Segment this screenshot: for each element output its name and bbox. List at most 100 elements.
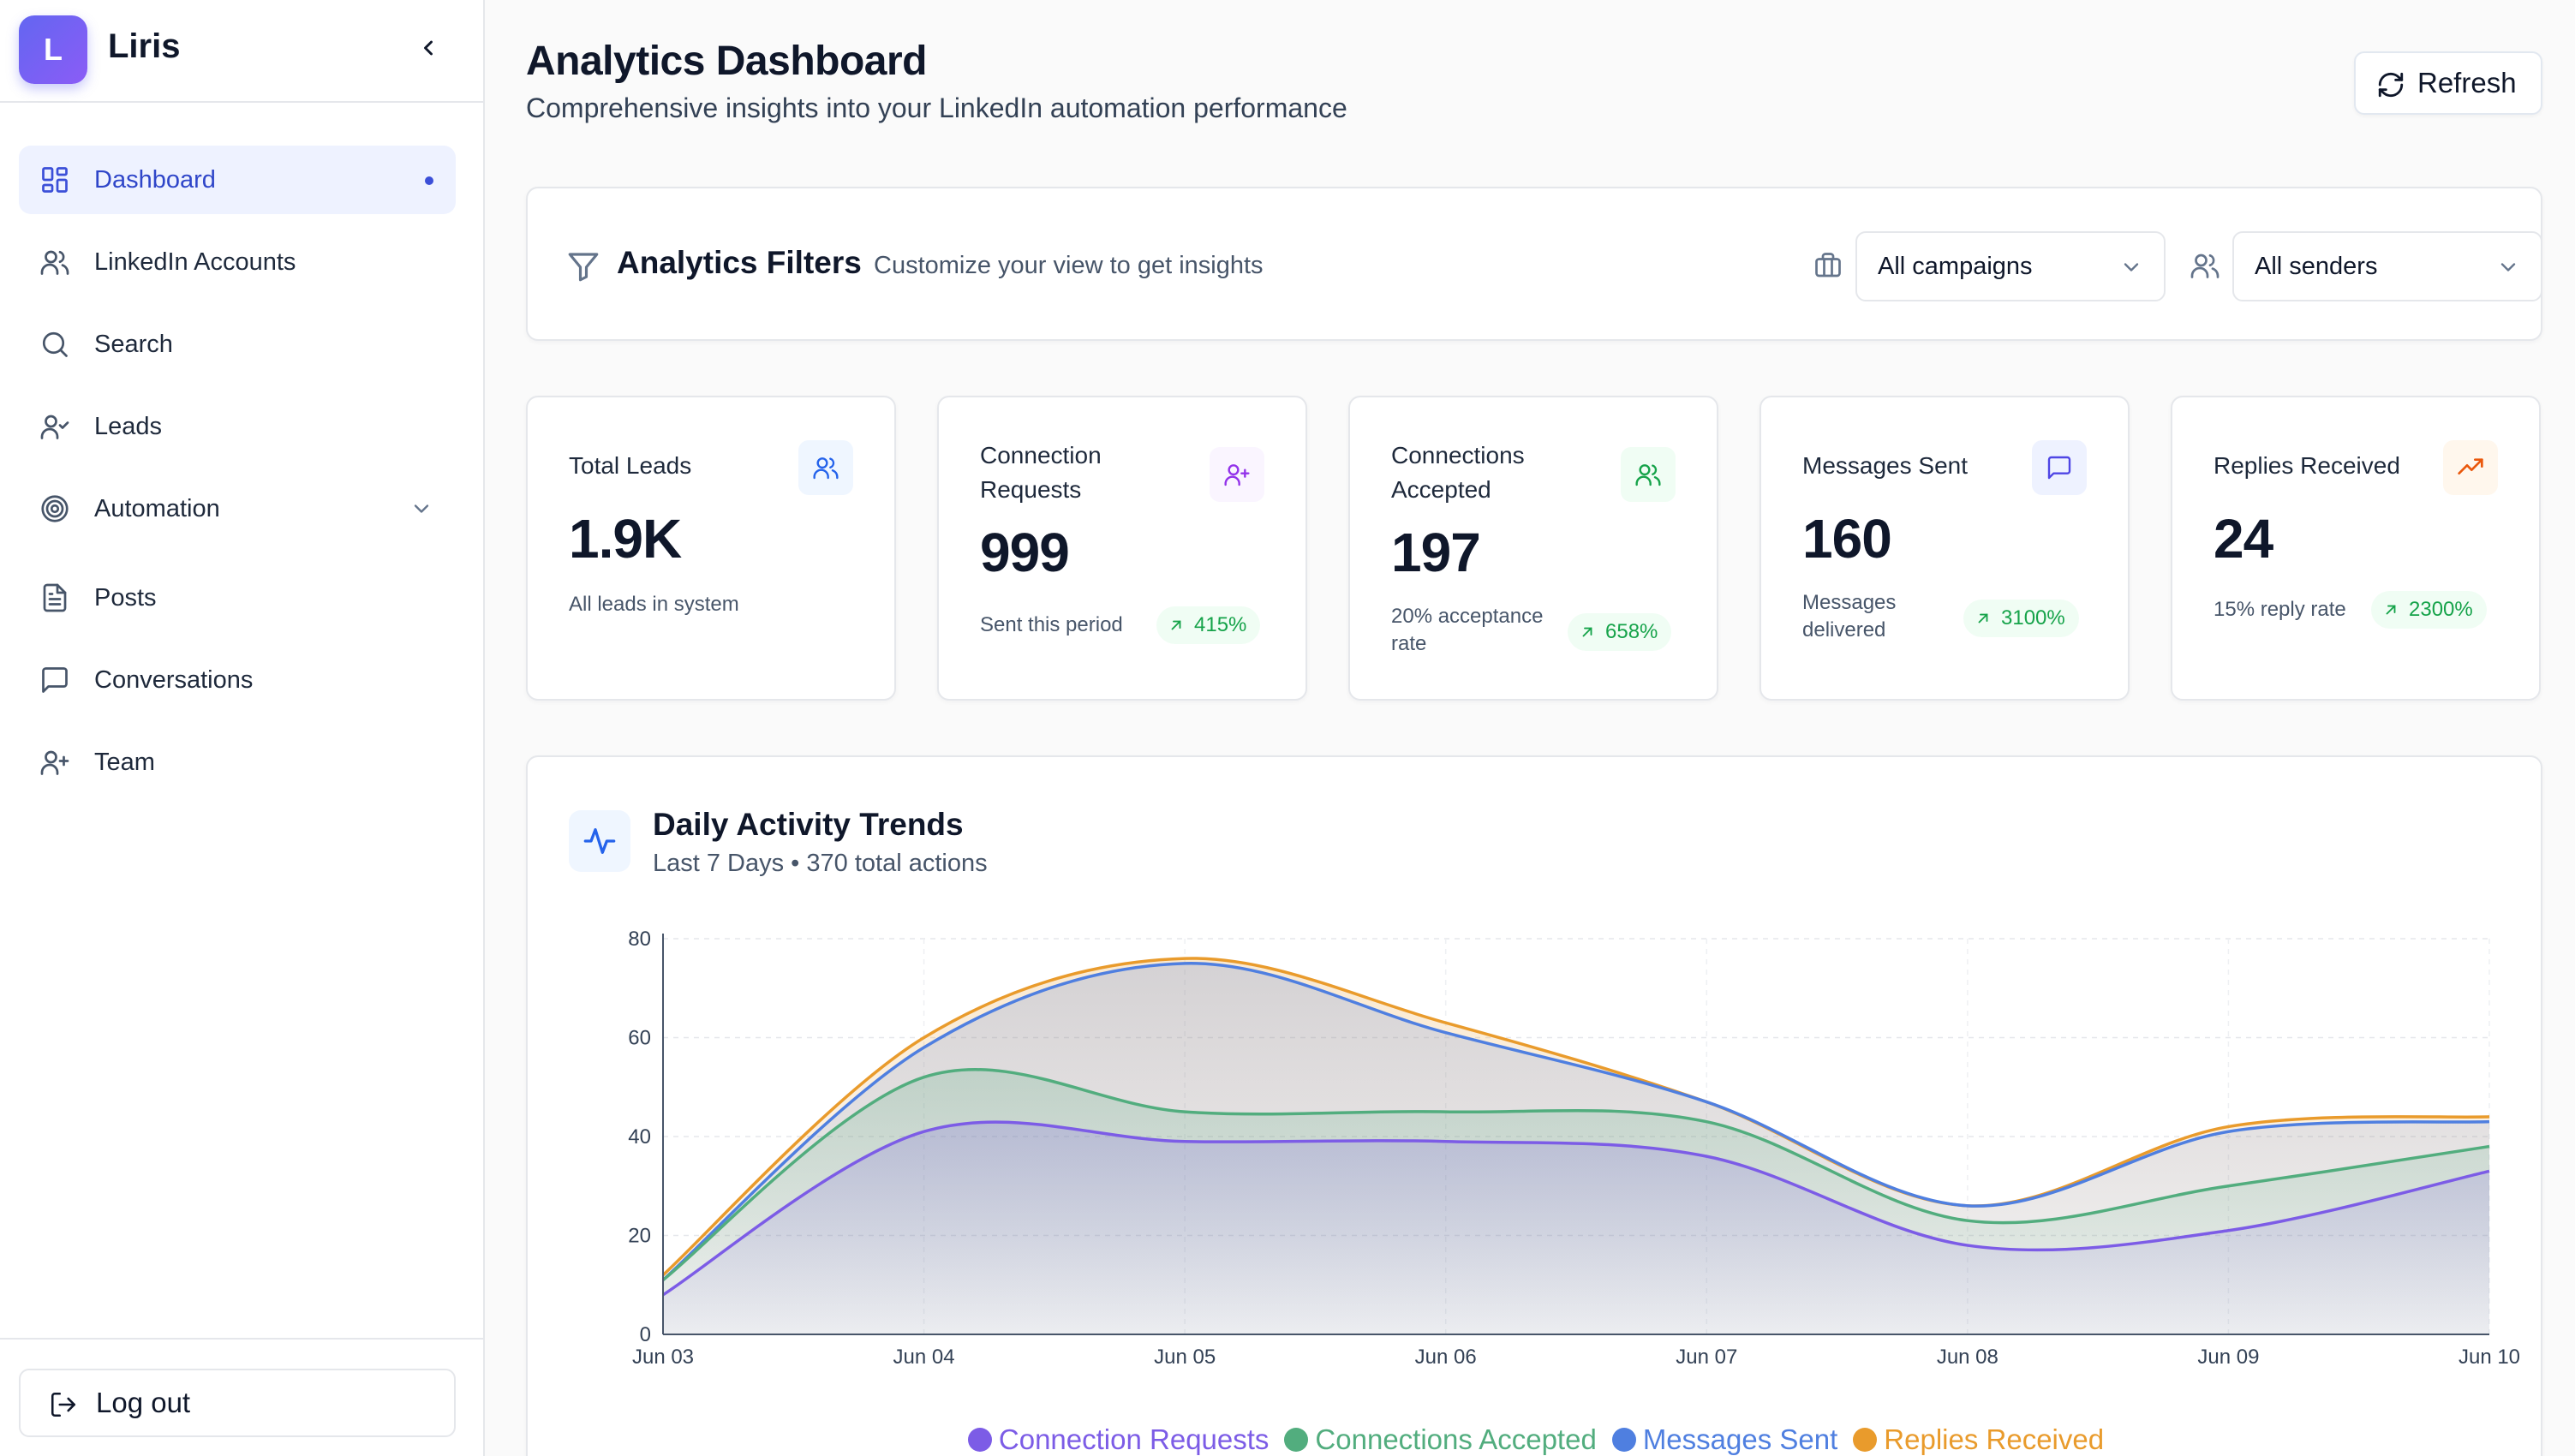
x-tick-label: Jun 03 — [632, 1346, 694, 1369]
x-tick-label: Jun 09 — [2197, 1346, 2259, 1369]
campaign-select-value: All campaigns — [1878, 253, 2033, 280]
growth-value: 3100% — [2001, 606, 2065, 630]
stat-label: Messages Sent — [1802, 452, 1968, 479]
stat-value: 24 — [2214, 508, 2273, 570]
legend-label: Messages Sent — [1642, 1423, 1838, 1455]
active-indicator — [425, 176, 433, 185]
legend-swatch — [967, 1428, 992, 1452]
stat-card-connection-requests: Connection Requests 999 Sent this period… — [937, 396, 1307, 701]
sidebar-item-automation[interactable]: Automation — [19, 474, 456, 543]
sidebar-item-label: Automation — [94, 495, 220, 522]
chevron-left-icon — [424, 40, 433, 56]
brand-header: L Liris — [0, 0, 483, 103]
log-out-icon — [46, 1387, 81, 1422]
stat-label: Replies Received — [2214, 452, 2400, 479]
refresh-button[interactable]: Refresh — [2354, 51, 2542, 115]
arrow-up-right-icon — [1582, 627, 1592, 637]
brand-logo[interactable]: L — [19, 15, 87, 84]
growth-badge: 415% — [1156, 606, 1261, 644]
target-icon — [38, 492, 72, 526]
sidebar-item-label: Dashboard — [94, 166, 216, 194]
growth-value: 415% — [1194, 613, 1247, 636]
sidebar-item-team[interactable]: Team — [19, 728, 456, 797]
activity-icon — [569, 810, 630, 872]
growth-badge: 3100% — [1963, 600, 2079, 637]
x-tick-label: Jun 08 — [1937, 1346, 1998, 1369]
legend-swatch — [1611, 1428, 1636, 1452]
series-area-connection-requests — [663, 1122, 2489, 1334]
stat-note: All leads in system — [569, 593, 739, 616]
chevron-down-icon[interactable] — [409, 497, 433, 521]
logout-label: Log out — [96, 1387, 191, 1418]
filter-icon — [568, 253, 599, 282]
arrow-up-right-icon — [1171, 620, 1181, 630]
legend-label: Replies Received — [1884, 1423, 2105, 1455]
sender-select-value: All senders — [2255, 253, 2378, 280]
legend-swatch — [1284, 1428, 1309, 1452]
legend-swatch — [1853, 1428, 1878, 1452]
sidebar-item-label: Posts — [94, 584, 157, 612]
user-check-icon — [38, 409, 72, 444]
sidebar-item-label: LinkedIn Accounts — [94, 248, 296, 276]
activity-chart: 0 20 40 60 80 Jun 03 Jun 04 Jun 05 Jun 06 Jun 07 J… — [628, 928, 2520, 1369]
filters-subtitle: Customize your view to get insights — [874, 252, 1264, 279]
chart-legend: Connection Requests Connections Accepted M… — [528, 1423, 2544, 1456]
x-tick-label: Jun 05 — [1154, 1346, 1216, 1369]
sidebar-item-posts[interactable]: Posts — [19, 564, 456, 632]
page-subtitle: Comprehensive insights into your LinkedI… — [526, 92, 1347, 123]
refresh-icon — [2378, 72, 2404, 98]
collapse-sidebar-button[interactable] — [411, 31, 445, 65]
sidebar-item-label: Conversations — [94, 666, 254, 694]
analytics-filters-card: Analytics Filters Customize your view to… — [526, 187, 2542, 341]
briefcase-icon — [1815, 253, 1841, 277]
logout-button[interactable]: Log out — [19, 1369, 456, 1437]
sidebar-item-conversations[interactable]: Conversations — [19, 646, 456, 714]
sidebar: L Liris Dashboard LinkedIn Accounts Sear… — [0, 0, 485, 1456]
stat-label: Connections Accepted — [1391, 442, 1525, 503]
search-icon — [38, 327, 72, 361]
dashboard-grid-icon — [38, 163, 72, 197]
sidebar-item-leads[interactable]: Leads — [19, 392, 456, 461]
trending-up-icon — [2443, 440, 2498, 495]
sidebar-item-dashboard[interactable]: Dashboard — [19, 146, 456, 214]
sender-select[interactable]: All senders — [2232, 231, 2542, 301]
sidebar-item-search[interactable]: Search — [19, 310, 456, 379]
stat-value: 999 — [980, 522, 1070, 583]
x-tick-label: Jun 07 — [1676, 1346, 1737, 1369]
y-tick-label: 60 — [628, 1027, 651, 1050]
growth-badge: 658% — [1568, 613, 1672, 651]
users-icon — [38, 245, 72, 279]
legend-label: Connection Requests — [998, 1423, 1270, 1455]
sidebar-item-label: Search — [94, 331, 173, 358]
stat-value: 197 — [1391, 522, 1481, 583]
y-tick-label: 80 — [628, 928, 651, 951]
stat-card-connections-accepted: Connections Accepted 197 20% acceptance … — [1348, 396, 1718, 701]
chevron-down-icon — [2500, 263, 2516, 272]
sidebar-item-label: Team — [94, 749, 155, 776]
series-line-replies-received — [661, 957, 2490, 1276]
sidebar-item-linkedin-accounts[interactable]: LinkedIn Accounts — [19, 228, 456, 296]
growth-value: 2300% — [2409, 598, 2473, 621]
filters-title: Analytics Filters — [617, 245, 862, 280]
chart-subtitle: Last 7 Days • 370 total actions — [653, 850, 988, 877]
legend-item[interactable]: Connection Requests — [967, 1423, 1270, 1456]
message-square-icon — [38, 663, 72, 697]
refresh-label: Refresh — [2417, 67, 2517, 98]
legend-item[interactable]: Connections Accepted — [1284, 1423, 1597, 1456]
growth-value: 658% — [1605, 620, 1658, 643]
stat-value: 1.9K — [569, 508, 682, 570]
sidebar-item-label: Leads — [94, 413, 163, 440]
campaign-select[interactable]: All campaigns — [1855, 231, 2166, 301]
legend-item[interactable]: Replies Received — [1853, 1423, 2104, 1456]
series-line-connection-requests — [662, 1120, 2490, 1297]
series-line-connections-accepted — [661, 1067, 2490, 1281]
user-plus-icon — [1210, 447, 1264, 502]
user-plus-icon — [38, 745, 72, 779]
chart-title: Daily Activity Trends — [653, 807, 964, 842]
x-tick-label: Jun 10 — [2458, 1346, 2520, 1369]
legend-item[interactable]: Messages Sent — [1611, 1423, 1838, 1456]
brand-name: Liris — [108, 27, 181, 65]
y-tick-label: 20 — [628, 1225, 651, 1248]
stat-label: Connection Requests — [980, 442, 1102, 503]
stat-card-replies-received: Replies Received 24 15% reply rate 2300% — [2171, 396, 2541, 701]
